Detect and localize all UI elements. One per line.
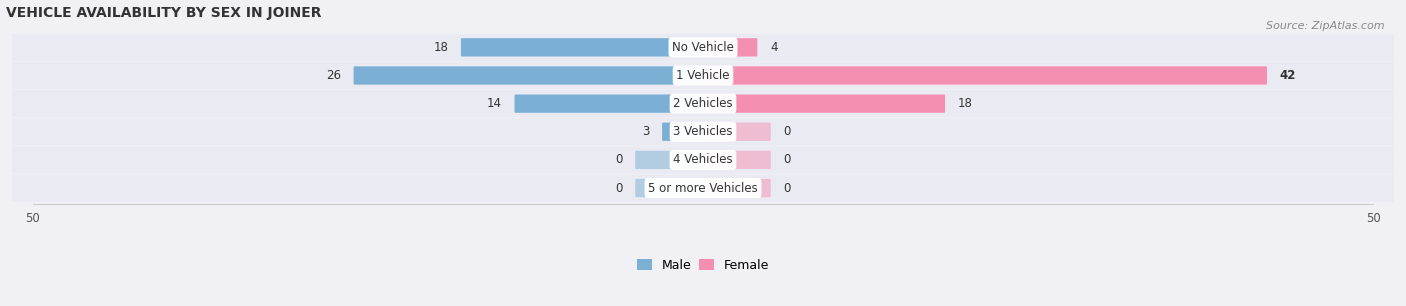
FancyBboxPatch shape bbox=[353, 66, 703, 85]
Text: 3 Vehicles: 3 Vehicles bbox=[673, 125, 733, 138]
Text: 14: 14 bbox=[486, 97, 502, 110]
FancyBboxPatch shape bbox=[13, 118, 1393, 145]
Text: 0: 0 bbox=[783, 181, 790, 195]
Text: 4 Vehicles: 4 Vehicles bbox=[673, 153, 733, 166]
Text: No Vehicle: No Vehicle bbox=[672, 41, 734, 54]
FancyBboxPatch shape bbox=[13, 62, 1393, 89]
FancyBboxPatch shape bbox=[13, 146, 1393, 174]
Text: 0: 0 bbox=[783, 153, 790, 166]
Text: 1 Vehicle: 1 Vehicle bbox=[676, 69, 730, 82]
FancyBboxPatch shape bbox=[703, 95, 945, 113]
FancyBboxPatch shape bbox=[703, 66, 1267, 85]
Text: 26: 26 bbox=[326, 69, 340, 82]
FancyBboxPatch shape bbox=[636, 179, 703, 197]
Text: 0: 0 bbox=[616, 153, 623, 166]
FancyBboxPatch shape bbox=[703, 179, 770, 197]
FancyBboxPatch shape bbox=[636, 151, 703, 169]
Text: 3: 3 bbox=[643, 125, 650, 138]
FancyBboxPatch shape bbox=[662, 123, 703, 141]
Text: 2 Vehicles: 2 Vehicles bbox=[673, 97, 733, 110]
FancyBboxPatch shape bbox=[515, 95, 703, 113]
Text: 42: 42 bbox=[1279, 69, 1296, 82]
FancyBboxPatch shape bbox=[13, 34, 1393, 61]
Text: 0: 0 bbox=[616, 181, 623, 195]
Text: 4: 4 bbox=[770, 41, 778, 54]
FancyBboxPatch shape bbox=[461, 38, 703, 57]
Text: 0: 0 bbox=[783, 125, 790, 138]
Text: Source: ZipAtlas.com: Source: ZipAtlas.com bbox=[1267, 21, 1385, 32]
Text: 18: 18 bbox=[957, 97, 973, 110]
Text: VEHICLE AVAILABILITY BY SEX IN JOINER: VEHICLE AVAILABILITY BY SEX IN JOINER bbox=[6, 6, 321, 20]
FancyBboxPatch shape bbox=[13, 90, 1393, 117]
FancyBboxPatch shape bbox=[703, 151, 770, 169]
FancyBboxPatch shape bbox=[703, 123, 770, 141]
Text: 18: 18 bbox=[433, 41, 449, 54]
Legend: Male, Female: Male, Female bbox=[631, 254, 775, 277]
Text: 5 or more Vehicles: 5 or more Vehicles bbox=[648, 181, 758, 195]
FancyBboxPatch shape bbox=[703, 38, 758, 57]
FancyBboxPatch shape bbox=[13, 174, 1393, 202]
